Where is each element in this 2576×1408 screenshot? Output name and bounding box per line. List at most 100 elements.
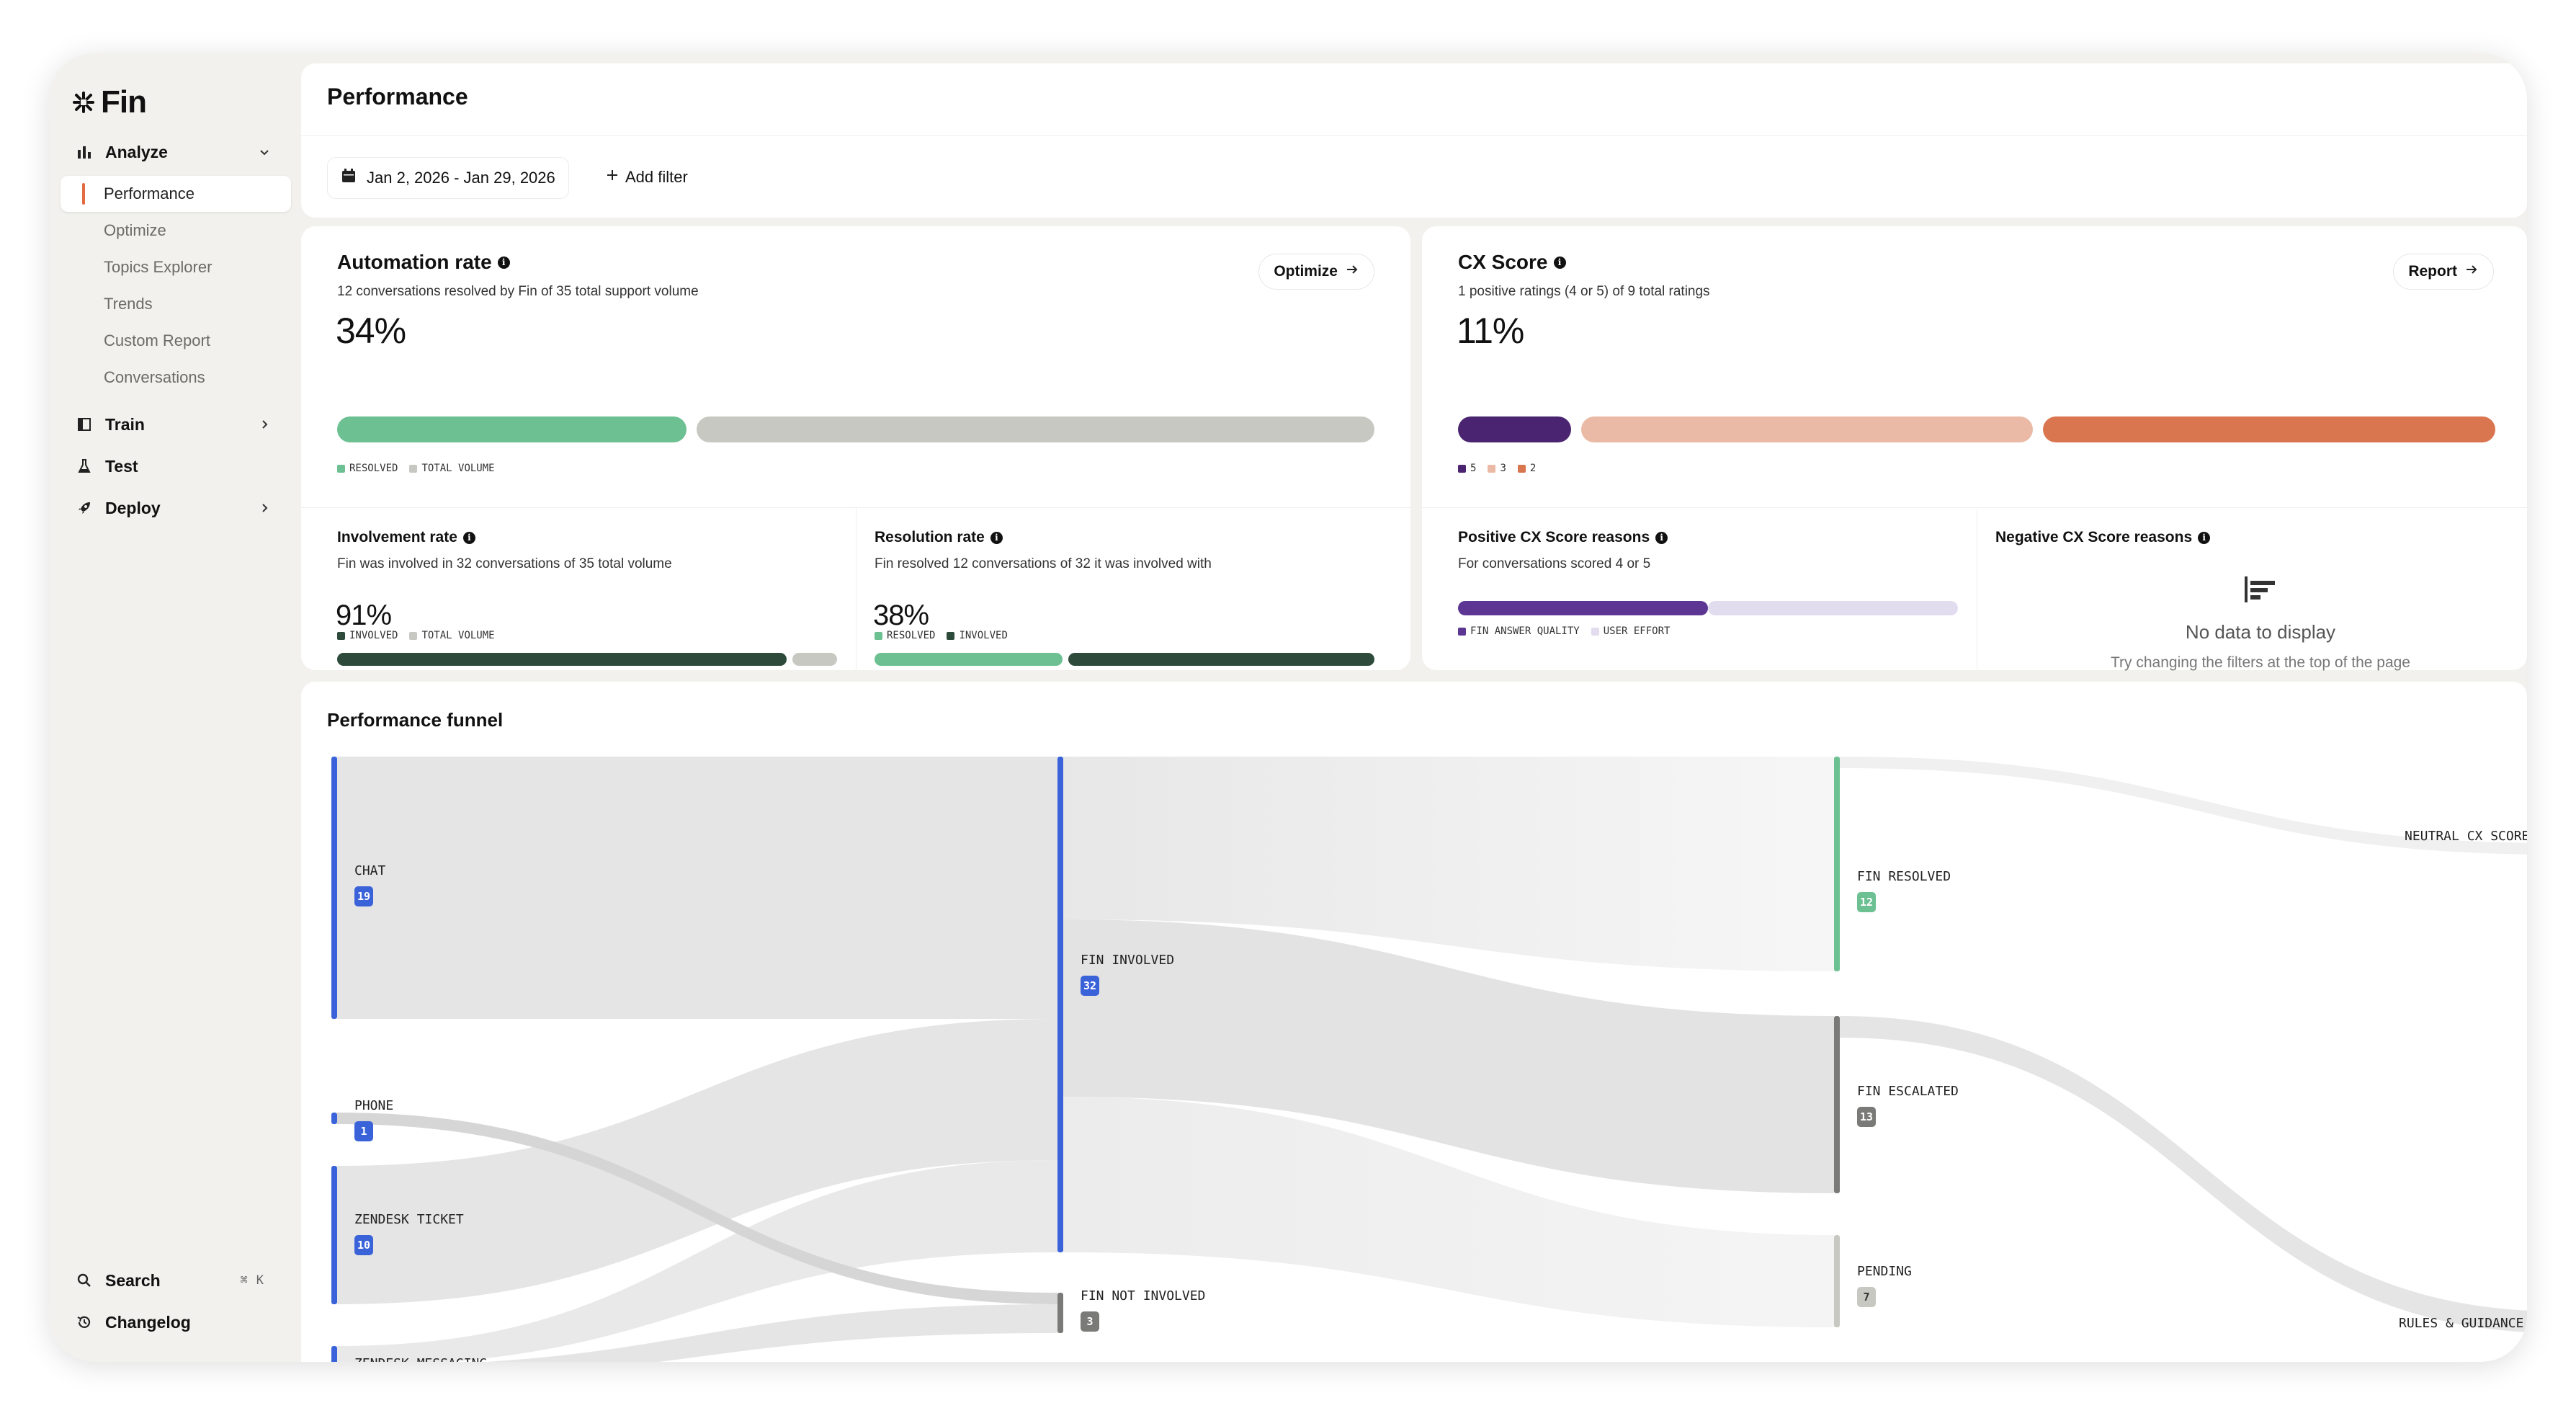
bar-segment [1458,601,1708,615]
sankey-link-fin_involved-to-pending[interactable] [1063,1097,1834,1327]
resolution-legend: RESOLVED INVOLVED [875,630,1008,641]
info-icon[interactable]: i [990,531,1003,544]
sankey-node-zendesk_messaging[interactable] [331,1346,337,1362]
bar-segment [337,416,687,442]
sankey-node-pending[interactable] [1834,1235,1840,1327]
sidebar-item-label: Trends [104,295,153,313]
app-window: Fin Analyze Performance Optimize Topics … [49,53,2527,1362]
info-icon[interactable]: i [2198,531,2211,544]
sankey-label-chat: CHAT [354,863,386,878]
card-divider [1422,507,2527,508]
sidebar-item-trends[interactable]: Trends [61,286,291,322]
empty-state-icon [2243,575,2278,607]
sankey-link-zendesk_messaging-to-fin_not_involved[interactable] [337,1304,1057,1362]
report-button[interactable]: Report [2393,254,2494,290]
sankey-link-zendesk_ticket-to-fin_involved[interactable] [337,1019,1057,1304]
bar-segment [2043,416,2495,442]
bar-segment [1580,416,2034,442]
negative-reasons-title: Negative CX Score reasons i [1995,529,2211,546]
legend-label: FIN ANSWER QUALITY [1470,625,1580,637]
nav-analyze[interactable]: Analyze [73,135,290,169]
nav-test[interactable]: Test [73,450,290,483]
funnel-title: Performance funnel [327,709,504,731]
info-icon[interactable]: i [1655,531,1668,544]
sankey-chart [331,757,2527,1362]
sankey-node-fin_escalated[interactable] [1834,1016,1840,1193]
cx-title: CX Score i [1458,251,1566,274]
sankey-node-zendesk_ticket[interactable] [331,1166,337,1304]
nav-changelog[interactable]: Changelog [73,1306,290,1339]
card-divider [856,507,857,670]
sankey-link-fin_escalated-to-rules_guidance[interactable] [1840,1016,2527,1333]
page-title: Performance [327,84,468,110]
sidebar-item-custom-report[interactable]: Custom Report [61,323,291,359]
nav-deploy[interactable]: Deploy [73,491,290,525]
involvement-bar [337,653,837,666]
legend-item: INVOLVED [337,630,398,641]
bar-segment [337,653,787,666]
legend-swatch [409,631,418,640]
search-icon [73,1270,95,1291]
info-icon[interactable]: i [1553,256,1566,269]
sidebar-item-conversations[interactable]: Conversations [61,360,291,396]
header-panel: Performance Jan 2, 2026 - Jan 29, 2026 A… [301,63,2527,218]
legend-swatch [1458,464,1466,473]
sankey-link-fin_involved-to-fin_resolved[interactable] [1063,757,1834,971]
involvement-desc: Fin was involved in 32 conversations of … [337,556,672,571]
bar-segment [792,653,837,666]
sankey-link-phone-to-fin_not_involved[interactable] [337,1113,1057,1304]
positive-reasons-legend: FIN ANSWER QUALITY USER EFFORT [1458,625,1670,637]
legend-swatch [1517,464,1526,473]
sankey-link-fin_involved-to-fin_escalated[interactable] [1063,919,1834,1193]
sankey-node-fin_involved[interactable] [1057,757,1063,1252]
sankey-label-rules_guidance: RULES & GUIDANCE [2399,1316,2524,1331]
legend-item: TOTAL VOLUME [409,463,495,474]
sankey-label-fin_not_involved: FIN NOT INVOLVED [1081,1288,1206,1304]
sankey-node-chat[interactable] [331,757,337,1019]
info-icon[interactable]: i [497,256,510,269]
positive-reasons-title: Positive CX Score reasons i [1458,529,1668,546]
sankey-label-pending: PENDING [1857,1264,1912,1279]
involvement-title-text: Involvement rate [337,529,457,545]
add-filter-button[interactable]: Add filter [605,157,688,197]
sankey-link-zendesk_messaging-to-fin_involved[interactable] [337,1160,1057,1362]
bar-segment [875,653,1063,666]
sankey-label-fin_involved: FIN INVOLVED [1081,953,1175,968]
legend-label: INVOLVED [959,630,1008,641]
negative-reasons-title-text: Negative CX Score reasons [1995,529,2193,545]
rocket-icon [73,497,95,519]
date-range-picker[interactable]: Jan 2, 2026 - Jan 29, 2026 [327,157,569,199]
sidebar-item-label: Custom Report [104,331,210,349]
positive-reasons-bar [1458,601,1958,615]
involvement-legend: INVOLVED TOTAL VOLUME [337,630,495,641]
sankey-node-fin_resolved[interactable] [1834,757,1840,971]
nav-train-label: Train [105,414,145,434]
sidebar-item-optimize[interactable]: Optimize [61,213,291,249]
sidebar-item-performance[interactable]: Performance [61,176,291,212]
sankey-link-fin_resolved-to-neutral_cx[interactable] [1840,757,2527,855]
sankey-node-phone[interactable] [331,1113,337,1124]
report-button-label: Report [2408,263,2457,280]
sankey-count-badge: 7 [1857,1287,1876,1307]
sankey-node-fin_not_involved[interactable] [1057,1293,1063,1333]
nav-search[interactable]: Search ⌘K [73,1264,290,1297]
fin-logo-icon [73,92,94,113]
bar-segment [1068,653,1374,666]
sankey-link-chat-to-fin_involved[interactable] [337,757,1057,1019]
sidebar-item-topics-explorer[interactable]: Topics Explorer [61,249,291,285]
bar-segment [1708,601,1958,615]
legend-item: RESOLVED [337,463,398,474]
fin-logo[interactable]: Fin [71,85,147,120]
empty-state-desc: Try changing the filters at the top of t… [2111,654,2410,671]
legend-item: 3 [1488,463,1506,474]
positive-reasons-desc: For conversations scored 4 or 5 [1458,556,1651,571]
info-icon[interactable]: i [462,531,475,544]
sankey-label-zendesk_messaging: ZENDESK MESSAGING [354,1356,487,1362]
legend-item: 5 [1458,463,1476,474]
flask-icon [73,455,95,477]
legend-swatch [1488,464,1496,473]
automation-value: 34% [336,311,406,351]
chevron-right-icon [254,414,275,435]
optimize-button[interactable]: Optimize [1258,254,1374,290]
nav-train[interactable]: Train [73,408,290,441]
